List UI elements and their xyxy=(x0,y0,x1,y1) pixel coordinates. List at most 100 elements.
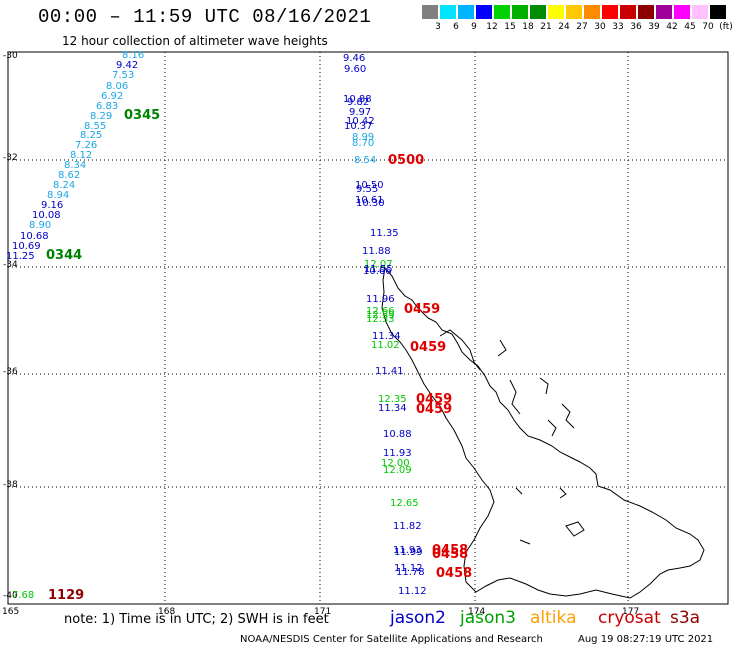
lon-tick-label: 174 xyxy=(468,607,485,617)
wave-height-label: 12.66 xyxy=(366,306,395,317)
scale-label: 12 xyxy=(486,22,498,32)
wave-height-label: 11.55 xyxy=(364,264,393,275)
scale-label: 9 xyxy=(471,22,477,32)
wave-height-label: 8.90 xyxy=(29,220,52,231)
scale-label: 45 xyxy=(684,22,696,32)
scale-label: 30 xyxy=(594,22,606,32)
wave-height-label: 8.94 xyxy=(47,190,70,201)
wave-height-label: 7.68 xyxy=(12,590,35,601)
wave-height-label: 8.55 xyxy=(84,121,107,132)
scale-label: 3 xyxy=(435,22,441,32)
wave-height-label: 10.08 xyxy=(32,210,61,221)
lat-tick-label: -30 xyxy=(3,51,18,61)
wave-height-label: 11.25 xyxy=(6,251,35,262)
wave-height-label: 10.50 xyxy=(355,180,384,191)
lat-tick-label: -38 xyxy=(3,480,18,490)
wave-height-label: 8.99 xyxy=(352,132,375,143)
wave-height-label: 12.33 xyxy=(366,314,395,325)
wave-height-label: 11.93 xyxy=(393,545,422,556)
scale-swatch xyxy=(566,5,582,19)
coastline xyxy=(381,266,705,599)
wave-height-label: 11.35 xyxy=(370,228,399,239)
wave-height-label: 10.88 xyxy=(343,94,372,105)
wave-height-label: 10.66 xyxy=(363,266,392,277)
scale-swatch xyxy=(530,5,546,19)
scale-swatch xyxy=(674,5,690,19)
page-title: 00:00 – 11:59 UTC 08/16/2021 xyxy=(38,6,372,28)
generated-timestamp: Aug 19 08:27:19 UTC 2021 xyxy=(578,634,714,645)
wave-height-label: 8.06 xyxy=(106,81,129,92)
wave-height-label: 11.34 xyxy=(378,403,407,414)
scale-swatch xyxy=(620,5,636,19)
scale-label: 33 xyxy=(612,22,624,32)
wave-height-label: 12.65 xyxy=(390,498,419,509)
wave-height-label: 8.24 xyxy=(53,180,76,191)
scale-swatch xyxy=(422,5,438,19)
wave-height-label: 11.12 xyxy=(398,586,427,597)
scale-swatch xyxy=(458,5,474,19)
wave-height-label: 8.12 xyxy=(70,150,93,161)
scale-label: 21 xyxy=(540,22,552,32)
scale-label: 42 xyxy=(666,22,678,32)
wave-height-label: 8.54 xyxy=(354,155,377,166)
scale-swatch xyxy=(584,5,600,19)
scale-swatch xyxy=(494,5,510,19)
wave-height-label: 9.16 xyxy=(41,200,64,211)
scale-label: (ft) xyxy=(719,22,733,32)
wave-height-label: 11.78 xyxy=(396,567,425,578)
lat-tick-label: -36 xyxy=(3,367,18,377)
wave-height-label: 10.69 xyxy=(12,241,41,252)
wave-height-label: 8.29 xyxy=(90,111,113,122)
wave-height-label: 11.96 xyxy=(366,294,395,305)
time-label: 0458 xyxy=(432,547,469,562)
wave-height-label: 10.42 xyxy=(346,116,375,127)
wave-height-label: 8.25 xyxy=(80,130,103,141)
scale-label: 39 xyxy=(648,22,660,32)
lat-tick-label: -34 xyxy=(3,260,18,270)
scale-label: 6 xyxy=(453,22,459,32)
wave-height-label: 9.82 xyxy=(347,97,370,108)
wave-height-label: 8.62 xyxy=(58,170,81,181)
wave-height-label: 9.97 xyxy=(349,107,372,118)
satellite-cryosat: cryosat xyxy=(598,608,661,628)
wave-height-label: 12.09 xyxy=(383,465,412,476)
scale-label: 70 xyxy=(702,22,714,32)
time-label: 0458 xyxy=(436,566,473,581)
wave-height-label: 12.35 xyxy=(378,394,407,405)
wave-height-label: 12.07 xyxy=(364,259,393,270)
wave-height-label: 11.12 xyxy=(394,563,423,574)
lon-tick-label: 177 xyxy=(622,607,639,617)
scale-swatch xyxy=(512,5,528,19)
lon-tick-label: 171 xyxy=(314,607,331,617)
time-label: 0344 xyxy=(46,248,83,263)
wave-height-label: 9.55 xyxy=(356,184,379,195)
wave-height-label: 11.41 xyxy=(375,366,404,377)
scale-label: 15 xyxy=(504,22,516,32)
scale-label: 24 xyxy=(558,22,570,32)
wave-height-label: 10.37 xyxy=(344,121,373,132)
wave-height-label: 11.82 xyxy=(393,521,422,532)
wave-height-label: 8.70 xyxy=(352,138,375,149)
wave-height-label: 9.60 xyxy=(344,64,367,75)
scale-swatch xyxy=(602,5,618,19)
lat-tick-label: -32 xyxy=(3,153,18,163)
scale-label: 27 xyxy=(576,22,588,32)
wave-height-label: 12.00 xyxy=(381,458,410,469)
lon-tick-label: 165 xyxy=(2,607,19,617)
wave-height-label: 10.88 xyxy=(383,429,412,440)
grid xyxy=(8,52,728,604)
satellite-altika: altika xyxy=(530,608,577,628)
page-subtitle: 12 hour collection of altimeter wave hei… xyxy=(62,34,328,48)
scale-label: 18 xyxy=(522,22,534,32)
map-frame xyxy=(7,51,729,605)
time-label: 0500 xyxy=(388,153,425,168)
scale-label: 36 xyxy=(630,22,642,32)
time-label: 0345 xyxy=(124,108,161,123)
wave-height-label: 9.46 xyxy=(343,53,366,64)
lat-tick-label: -40 xyxy=(3,591,18,601)
time-label: 0459 xyxy=(404,302,441,317)
wave-height-label: 12.59 xyxy=(366,310,395,321)
scale-swatch xyxy=(692,5,708,19)
wave-height-label: 7.26 xyxy=(75,140,98,151)
